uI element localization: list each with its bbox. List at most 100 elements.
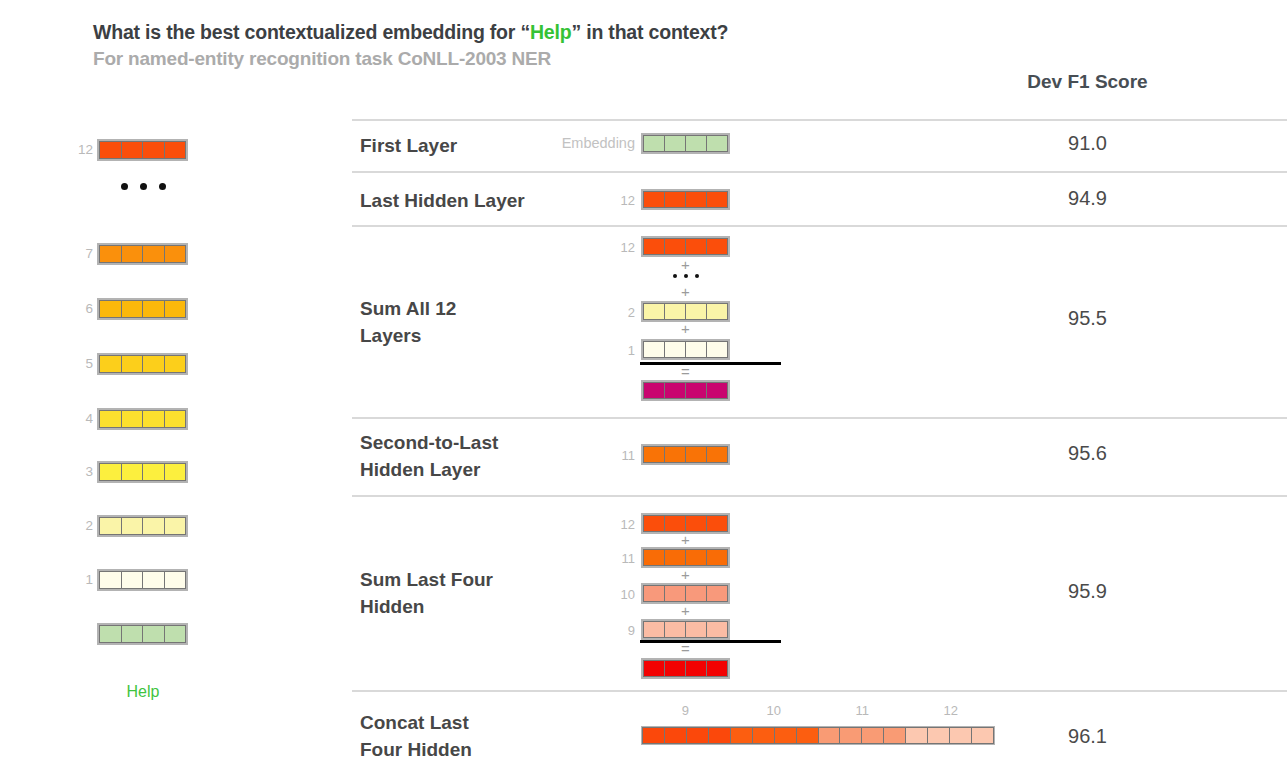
- ellipsis-dot: [140, 183, 147, 190]
- sum-term-vector-12: [641, 236, 730, 257]
- vector-cell: [839, 727, 862, 744]
- vector-cell: [142, 463, 165, 481]
- token-help-label: Help: [103, 683, 183, 701]
- concat-segment-label: 11: [818, 703, 907, 718]
- vector-cell: [664, 549, 686, 566]
- strategy-label-line: First Layer: [360, 132, 457, 159]
- strategy-label-line: Four Hidden: [360, 736, 472, 763]
- vector-cell: [99, 571, 122, 589]
- strategy-label-line: Layers: [360, 322, 456, 349]
- vector-cell: [142, 571, 165, 589]
- vector-cell: [142, 517, 165, 535]
- layer-vector-12: [97, 139, 188, 161]
- sum-rule-line: [640, 640, 781, 643]
- layer-vector-7: [97, 243, 188, 265]
- vector-cell: [905, 727, 928, 744]
- vector-cell: [706, 382, 728, 399]
- vector-cell: [643, 446, 665, 463]
- layer-number-label: 2: [540, 305, 635, 320]
- strategy-label-line: Hidden Layer: [360, 456, 498, 483]
- layer-number-label: 12: [53, 142, 93, 157]
- plus-sign: +: [673, 258, 699, 272]
- strategy-label: Sum Last FourHidden: [360, 566, 493, 620]
- row-divider: [352, 417, 1287, 419]
- vector-cell: [164, 517, 187, 535]
- vector-cell: [643, 135, 665, 152]
- strategy-label-line: Hidden: [360, 593, 493, 620]
- concat-vector: [641, 726, 995, 745]
- sum-term-vector-1: [641, 339, 730, 360]
- vector-cell: [706, 238, 728, 255]
- vector-cell: [121, 300, 144, 318]
- vector-cell: [685, 341, 707, 358]
- embedding-label: Embedding: [490, 135, 635, 151]
- concat-segment-label: 9: [641, 703, 730, 718]
- vector-cell: [164, 245, 187, 263]
- ellipsis-dot: [121, 183, 128, 190]
- vector-cell: [927, 727, 950, 744]
- vector-cell: [142, 245, 165, 263]
- vector-cell: [99, 141, 122, 159]
- vector-cell: [121, 571, 144, 589]
- vector-cell: [643, 341, 665, 358]
- row-divider: [352, 690, 1287, 692]
- vector-cell: [706, 585, 728, 602]
- vector-cell: [685, 382, 707, 399]
- vector-cell: [121, 625, 144, 643]
- vector-cell: [643, 660, 665, 677]
- vector-cell: [121, 141, 144, 159]
- sum-result-vector: [641, 380, 730, 401]
- vector-cell: [664, 238, 686, 255]
- vector-cell: [685, 238, 707, 255]
- row-divider: [352, 119, 1287, 121]
- vector-cell: [99, 245, 122, 263]
- vector-cell: [685, 446, 707, 463]
- figure-title: What is the best contextualized embeddin…: [93, 21, 728, 44]
- row-divider: [352, 225, 1287, 227]
- vector-cell: [706, 341, 728, 358]
- dev-f1-score-header: Dev F1 Score: [1015, 71, 1160, 93]
- vector-cell: [730, 727, 753, 744]
- vector-cell: [664, 727, 687, 744]
- vector-cell: [752, 727, 775, 744]
- strategy-label-line: Concat Last: [360, 709, 472, 736]
- layer-number-label: 2: [53, 518, 93, 533]
- vector-cell: [685, 135, 707, 152]
- vector-cell: [664, 191, 686, 208]
- layer-number-label: 1: [53, 572, 93, 587]
- vector-cell: [643, 515, 665, 532]
- vector-cell: [121, 245, 144, 263]
- vector-cell: [706, 549, 728, 566]
- layer-number-label: 1: [540, 343, 635, 358]
- vector-cell: [685, 585, 707, 602]
- layer-number-label: 12: [540, 240, 635, 255]
- title-help-word: Help: [530, 21, 571, 43]
- layer-number-label: 7: [53, 246, 93, 261]
- layer-number-label: 4: [53, 411, 93, 426]
- vector-cell: [164, 410, 187, 428]
- layer-number-label: 12: [490, 193, 635, 208]
- vector-cell: [706, 621, 728, 638]
- layer-vector-6: [97, 298, 188, 320]
- dev-f1-score-value: 96.1: [1015, 725, 1160, 748]
- vector-cell: [685, 549, 707, 566]
- plus-sign: +: [673, 285, 699, 299]
- row-vector: [641, 444, 730, 465]
- layer-vector-2: [97, 515, 188, 537]
- vector-cell: [164, 625, 187, 643]
- left-stack-ellipsis: [103, 183, 183, 190]
- vector-cell: [706, 135, 728, 152]
- dev-f1-score-value: 95.9: [1015, 580, 1160, 603]
- vector-cell: [99, 517, 122, 535]
- vector-cell: [685, 515, 707, 532]
- ellipsis-dot: [684, 274, 688, 278]
- vector-cell: [99, 463, 122, 481]
- dev-f1-score-value: 94.9: [1015, 187, 1160, 210]
- sum-result-vector: [641, 658, 730, 679]
- layer-number-label: 6: [53, 301, 93, 316]
- vector-cell: [664, 303, 686, 320]
- vector-cell: [164, 141, 187, 159]
- row-vector: [641, 189, 730, 210]
- layer-number-label: 11: [490, 448, 635, 463]
- vector-cell: [774, 727, 797, 744]
